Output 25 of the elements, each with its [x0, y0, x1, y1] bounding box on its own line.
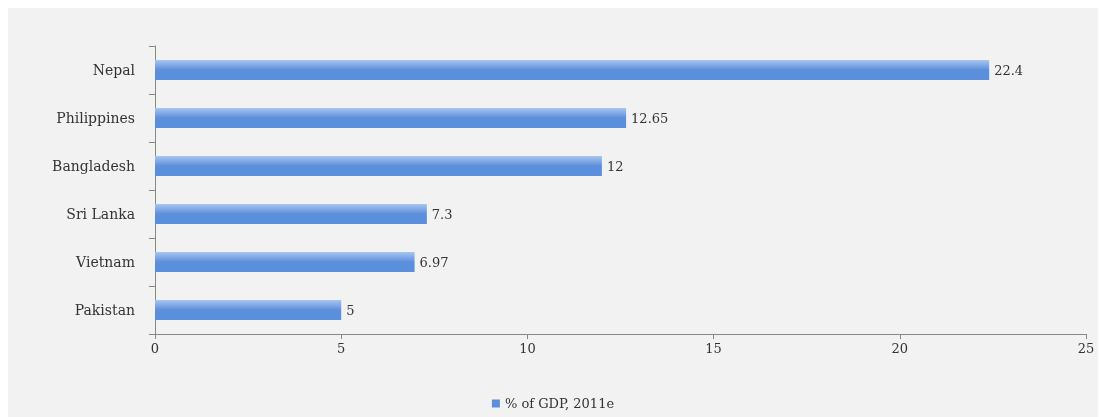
- bar: [155, 251, 415, 273]
- x-tick-label: 0: [150, 341, 160, 356]
- x-tick-label: 15: [705, 341, 722, 356]
- data-label: 6.97: [419, 254, 449, 270]
- x-tick-label: 25: [1077, 341, 1095, 356]
- y-tick-label: Pakistan: [74, 302, 135, 318]
- y-tick-label: Philippines: [56, 110, 135, 126]
- data-label: 12.65: [631, 110, 669, 126]
- bar: [155, 203, 427, 225]
- y-tick-label: Nepal: [92, 62, 136, 78]
- data-label: 5: [346, 302, 355, 318]
- legend-label: % of GDP, 2011e: [504, 396, 615, 411]
- y-tick-label: Sri Lanka: [66, 206, 135, 222]
- bar: [155, 299, 342, 321]
- x-tick-label: 5: [337, 341, 346, 356]
- x-tick-label: 20: [891, 341, 909, 356]
- bar: [155, 155, 602, 177]
- bar: [155, 107, 627, 129]
- y-tick-label: Bangladesh: [52, 158, 135, 174]
- data-label: 22.4: [994, 62, 1024, 78]
- bar: [155, 59, 990, 81]
- x-tick-label: 10: [519, 341, 536, 356]
- y-tick-label: Vietnam: [75, 254, 135, 270]
- data-label: 12: [606, 158, 624, 174]
- data-label: 7.3: [431, 206, 453, 222]
